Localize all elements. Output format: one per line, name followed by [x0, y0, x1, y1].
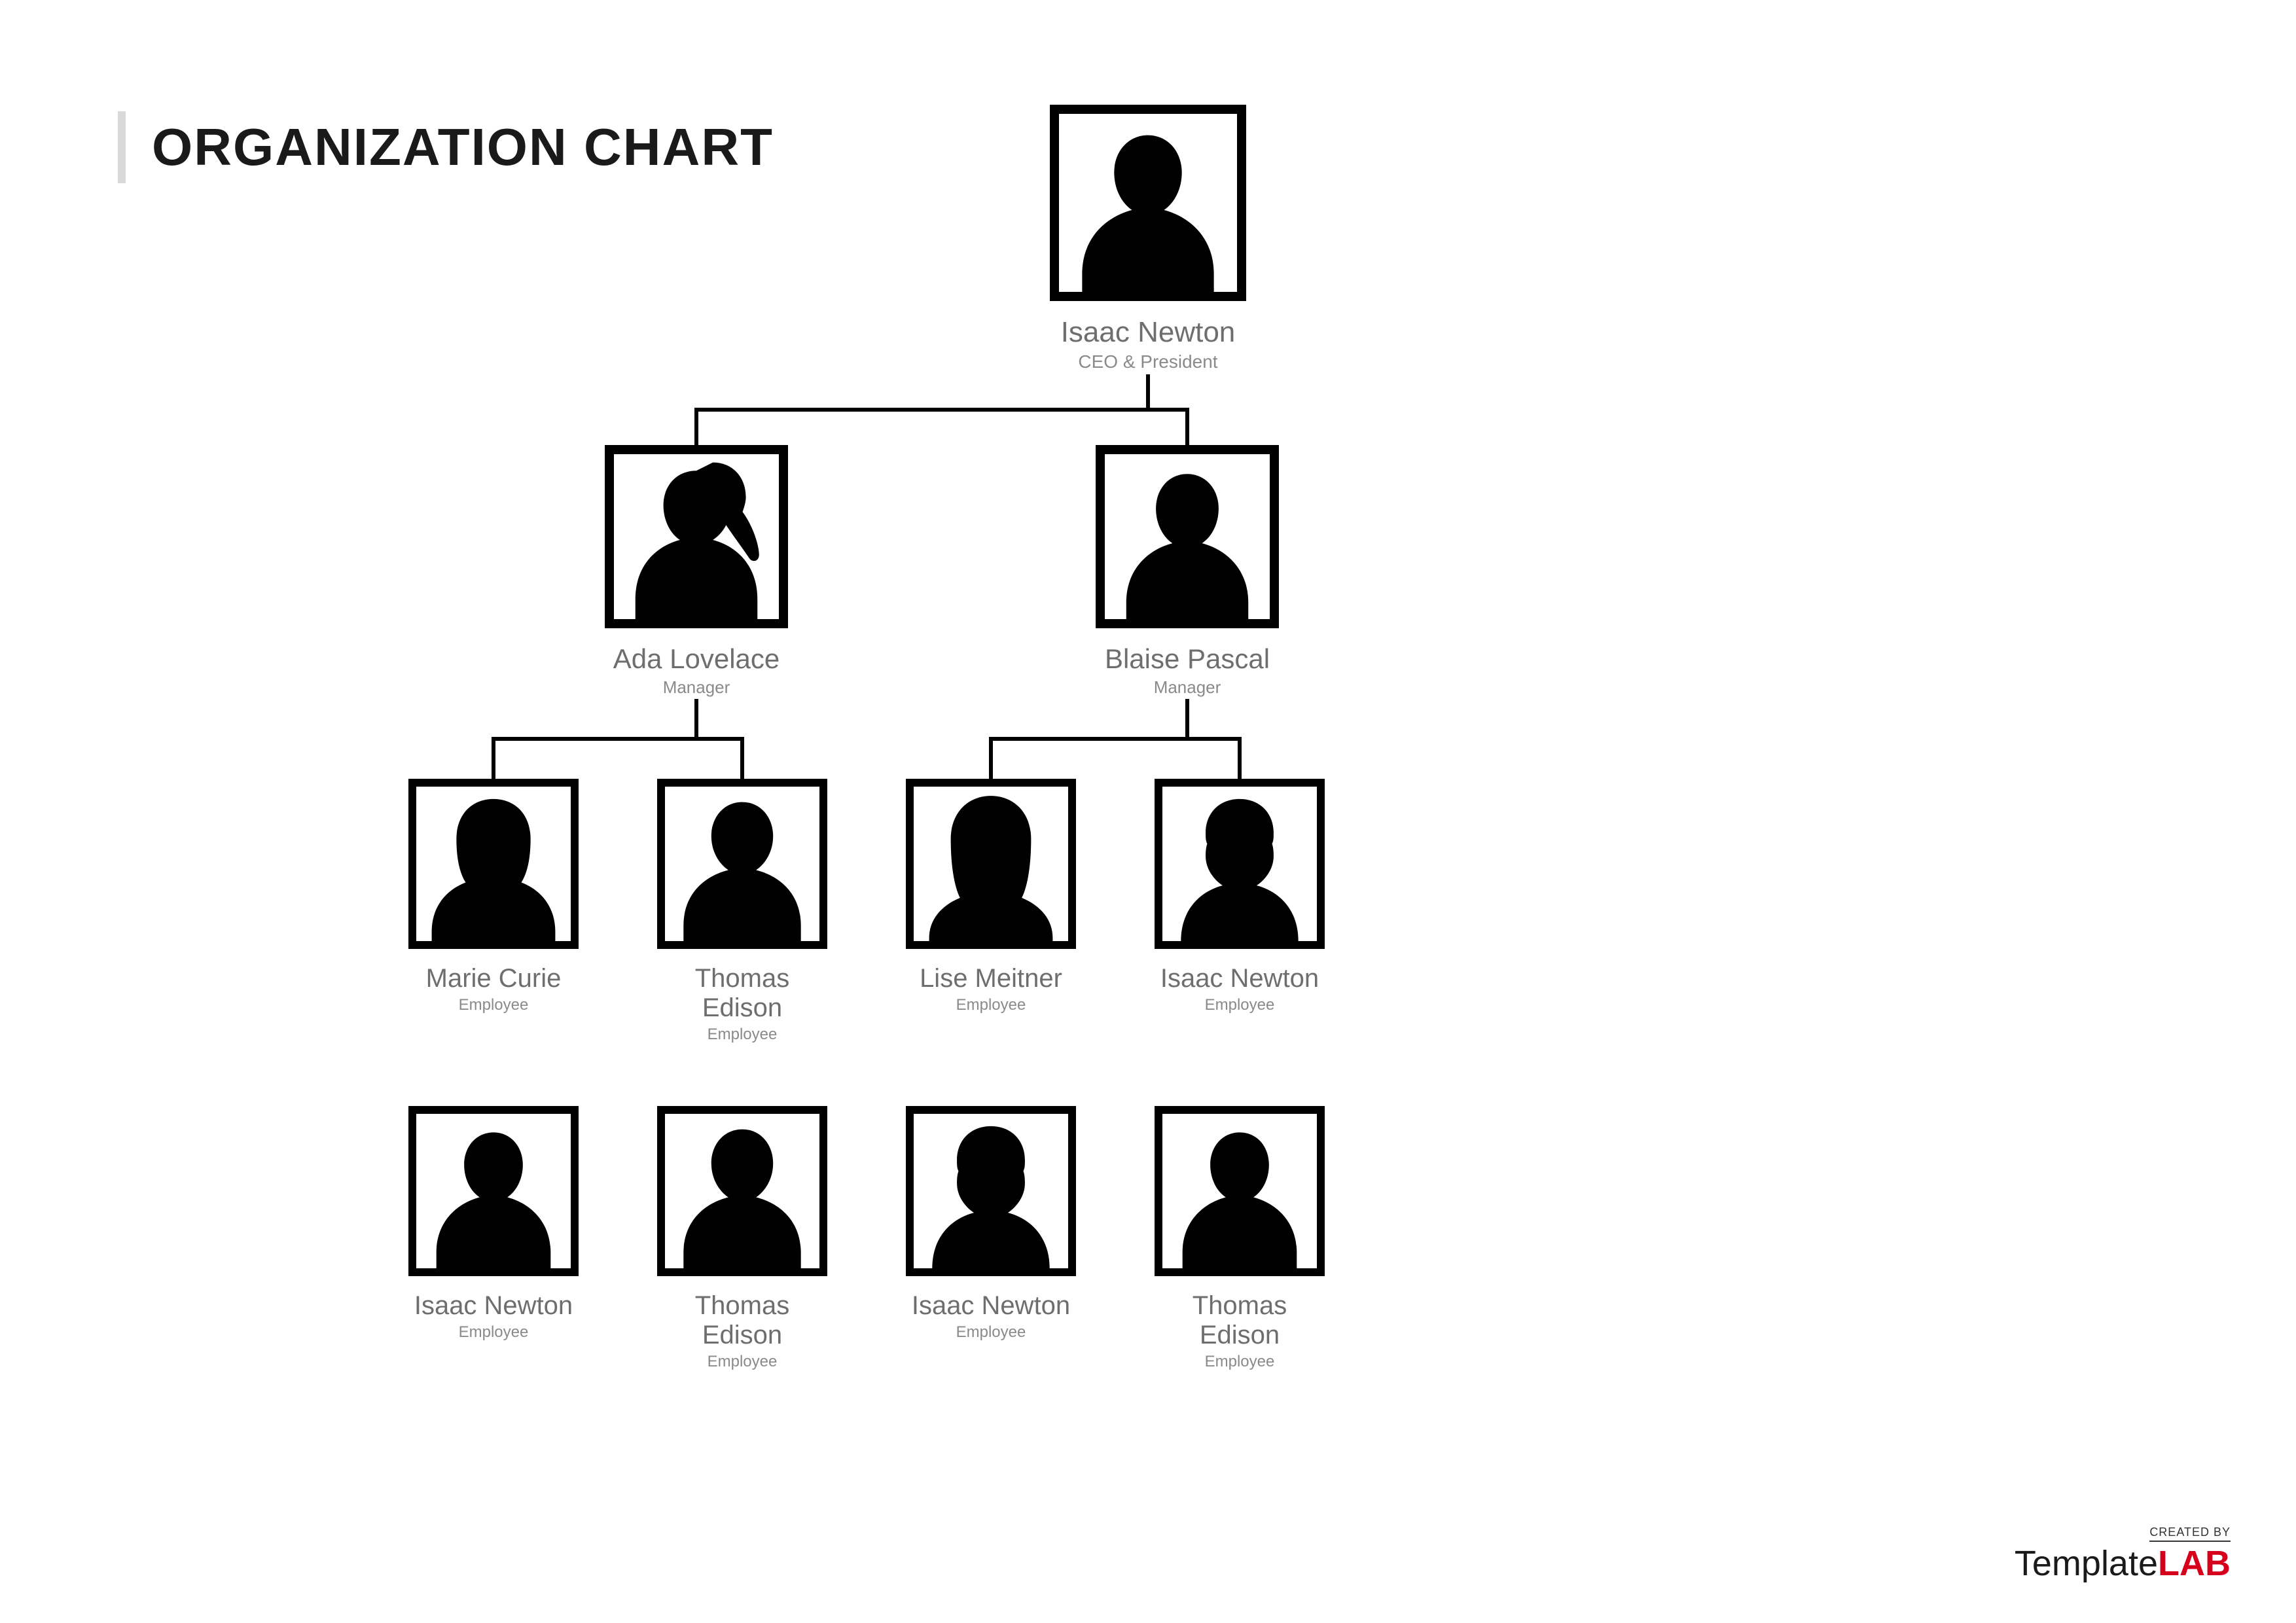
connector-line [1146, 374, 1150, 410]
avatar-frame [1155, 1106, 1325, 1276]
org-node-ceo: Isaac NewtonCEO & President [1050, 105, 1246, 372]
connector-line [492, 737, 744, 741]
person-role: Manager [605, 677, 788, 698]
org-node-e5: Isaac Newton Employee [408, 1106, 579, 1342]
page: ORGANIZATION CHART Isaac NewtonCEO & Pre… [0, 0, 2296, 1623]
person-silhouette-icon [665, 787, 819, 941]
connector-line [1185, 699, 1189, 739]
person-role: Manager [1096, 677, 1279, 698]
avatar-frame [1050, 105, 1246, 301]
connector-line [740, 739, 744, 779]
connector-line [492, 739, 495, 779]
connector-line [694, 410, 698, 445]
avatar-frame [408, 1106, 579, 1276]
avatar-frame [906, 1106, 1076, 1276]
org-node-e7: Isaac Newton Employee [906, 1106, 1076, 1342]
person-silhouette-icon [1059, 114, 1237, 292]
person-name: Ada Lovelace [605, 643, 788, 675]
org-node-e2: Thomas Edison Employee [657, 779, 827, 1044]
connector-line [694, 699, 698, 739]
avatar-frame [657, 1106, 827, 1276]
avatar-frame [1155, 779, 1325, 949]
person-name: Blaise Pascal [1096, 643, 1279, 675]
person-name: Lise Meitner [906, 964, 1076, 993]
person-silhouette-icon [1105, 454, 1270, 619]
person-name: Isaac Newton [408, 1291, 579, 1321]
person-role: Employee [906, 1323, 1076, 1342]
person-silhouette-icon [416, 787, 571, 941]
person-role: Employee [408, 1323, 579, 1342]
person-name: Isaac Newton [1050, 316, 1246, 349]
person-silhouette-icon [914, 787, 1068, 941]
person-silhouette-icon [614, 454, 779, 619]
connector-line [989, 739, 993, 779]
person-name: Thomas Edison [1155, 1291, 1325, 1350]
person-role: Employee [1155, 996, 1325, 1014]
person-name: Isaac Newton [1155, 964, 1325, 993]
footer-logo: TemplateLAB [2015, 1543, 2231, 1584]
person-role: Employee [657, 1353, 827, 1371]
person-silhouette-icon [416, 1114, 571, 1268]
avatar-frame [605, 445, 788, 628]
person-silhouette-icon [1162, 787, 1317, 941]
person-name: Marie Curie [408, 964, 579, 993]
avatar-frame [1096, 445, 1279, 628]
org-node-e6: Thomas Edison Employee [657, 1106, 827, 1371]
person-name: Thomas Edison [657, 964, 827, 1023]
person-role: Employee [408, 996, 579, 1014]
person-name: Thomas Edison [657, 1291, 827, 1350]
footer-logo-part2: LAB [2158, 1544, 2231, 1583]
org-node-mgr1: Ada LovelaceManager [605, 445, 788, 698]
org-node-mgr2: Blaise PascalManager [1096, 445, 1279, 698]
org-node-e1: Marie Curie Employee [408, 779, 579, 1014]
person-role: Employee [1155, 1353, 1325, 1371]
avatar-frame [408, 779, 579, 949]
person-silhouette-icon [665, 1114, 819, 1268]
person-silhouette-icon [1162, 1114, 1317, 1268]
person-role: Employee [906, 996, 1076, 1014]
connector-line [1185, 410, 1189, 445]
org-node-e4: Isaac Newton Employee [1155, 779, 1325, 1014]
connector-line [1238, 739, 1242, 779]
avatar-frame [906, 779, 1076, 949]
org-node-e3: Lise Meitner Employee [906, 779, 1076, 1014]
person-name: Isaac Newton [906, 1291, 1076, 1321]
footer-logo-part1: Template [2015, 1544, 2158, 1583]
footer-created-by: CREATED BY [2149, 1525, 2231, 1542]
person-role: Employee [657, 1026, 827, 1044]
org-chart: Isaac NewtonCEO & PresidentAda LovelaceM… [0, 105, 2296, 1544]
connector-line [694, 408, 1189, 412]
footer-brand: CREATED BY TemplateLAB [2015, 1525, 2231, 1584]
person-role: CEO & President [1050, 351, 1246, 372]
person-silhouette-icon [914, 1114, 1068, 1268]
org-node-e8: Thomas Edison Employee [1155, 1106, 1325, 1371]
avatar-frame [657, 779, 827, 949]
connector-line [989, 737, 1242, 741]
